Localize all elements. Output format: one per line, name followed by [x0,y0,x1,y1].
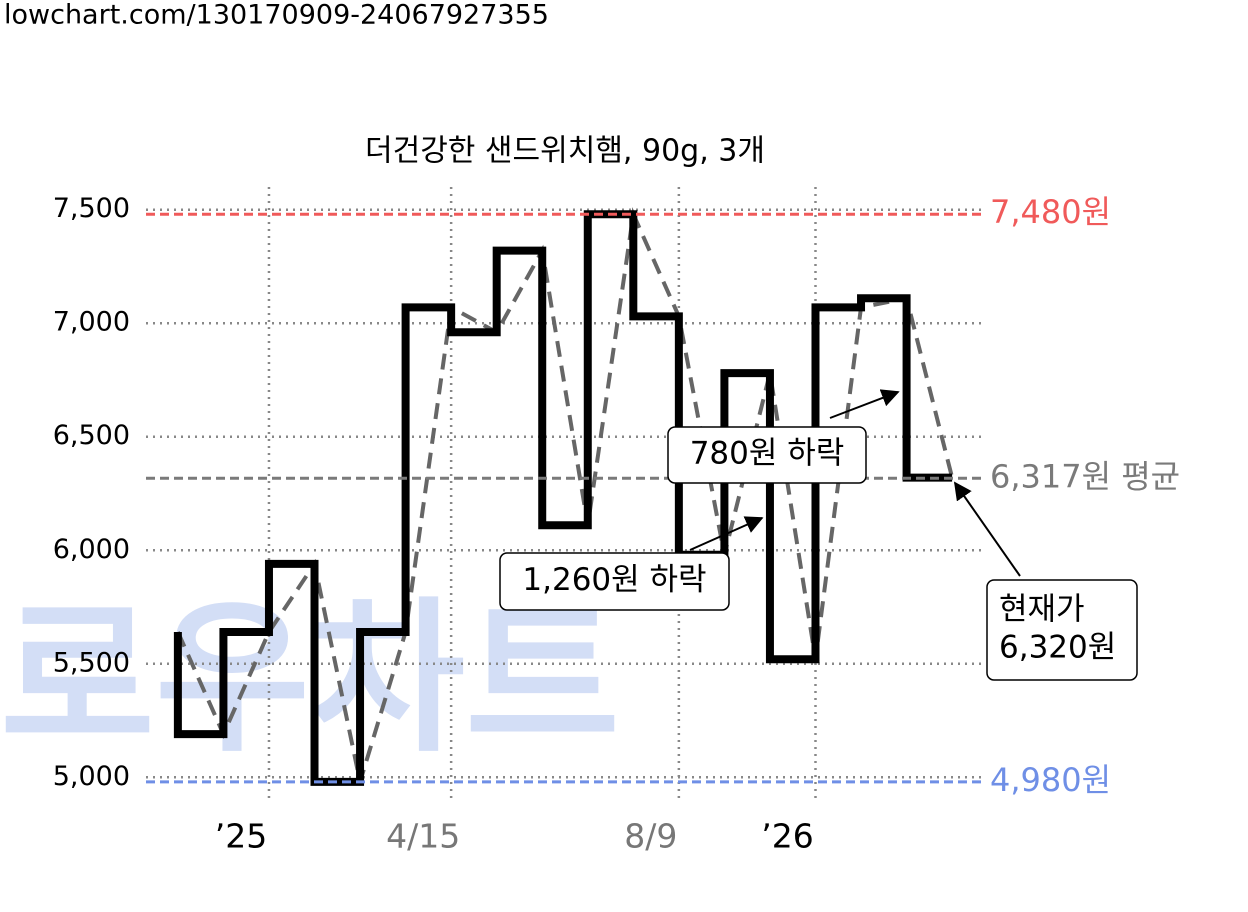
y-tick-label: 5,500 [53,647,130,678]
annotation-arrow [953,481,1021,577]
y-tick-label: 7,500 [53,193,130,224]
x-tick-label: 4/15 [386,817,460,856]
x-tick-label: ’25 [215,817,267,856]
reference-label: 6,317원 평균 [990,457,1180,495]
annotation-box [986,579,1138,681]
y-tick-label: 6,500 [53,420,130,451]
annotation-text: 현재가 [999,592,1085,628]
watermark: 로우차트 [0,582,620,774]
y-tick-label: 5,000 [53,761,130,792]
x-tick-label: ’26 [761,817,813,856]
price-step-line [173,210,953,786]
source-url: lowchart.com/130170909-24067927355 [4,0,549,31]
y-tick-label: 6,000 [53,534,130,565]
annotation-text: 6,320원 [999,630,1116,666]
reference-label: 7,480원 [990,193,1111,231]
annotation-box [499,552,730,611]
annotation-arrow [689,516,764,551]
annotation-arrow [829,389,900,419]
y-tick-label: 7,000 [53,307,130,338]
x-tick-label: 8/9 [624,817,677,856]
annotation-text: 1,260원 하락 [522,562,706,598]
annotation-text: 780원 하락 [690,436,845,472]
reference-label: 4,980원 [990,761,1111,799]
annotation-box [667,426,867,484]
chart-title: 더건강한 샌드위치햄, 90g, 3개 [365,134,765,169]
